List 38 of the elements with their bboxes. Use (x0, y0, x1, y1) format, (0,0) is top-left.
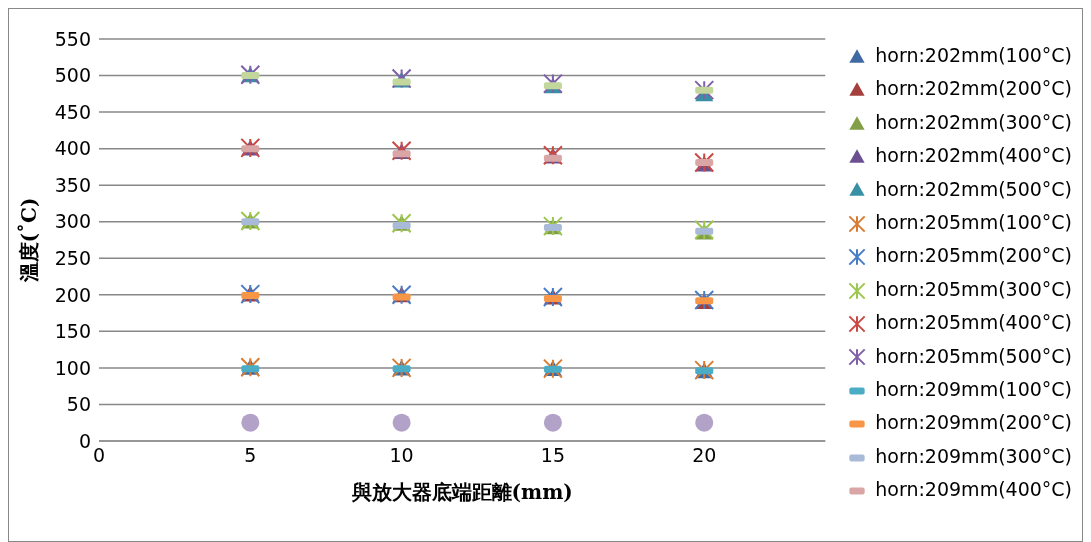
legend-label: horn:205mm(300°C) (875, 276, 1072, 302)
y-tick-label: 0 (78, 429, 91, 452)
legend-label: horn:209mm(200°C) (875, 410, 1072, 436)
x-axis-title: 與放大器底端距離(mm) (350, 480, 573, 504)
point (241, 413, 260, 432)
y-tick-label: 50 (66, 393, 91, 416)
y-tick-label: 400 (54, 137, 91, 160)
x-tick-label: 5 (244, 444, 257, 467)
legend-label: horn:209mm(400°C) (875, 477, 1072, 503)
y-tick-label: 250 (54, 247, 91, 270)
point (695, 413, 714, 432)
point (392, 413, 411, 432)
legend-label: horn:209mm(100°C) (875, 377, 1072, 403)
y-tick-label: 300 (54, 210, 91, 233)
point (694, 80, 715, 101)
y-tick-label: 350 (54, 173, 91, 196)
y-tick-label: 150 (54, 320, 91, 343)
y-tick-label: 200 (54, 283, 91, 306)
legend-label: horn:202mm(400°C) (875, 143, 1072, 169)
legend-label: horn:202mm(500°C) (875, 176, 1072, 202)
x-tick-label: 20 (692, 444, 717, 467)
legend-label: horn:205mm(100°C) (875, 210, 1072, 236)
legend-label: horn:205mm(400°C) (875, 310, 1072, 336)
x-tick-label: 10 (389, 444, 414, 467)
legend-label: horn:205mm(500°C) (875, 343, 1072, 369)
y-axis-title: 溫度(˚C) (17, 197, 42, 284)
legend-label: horn:202mm(200°C) (875, 76, 1072, 102)
legend-label: horn:202mm(300°C) (875, 109, 1072, 135)
y-tick-label: 100 (54, 356, 91, 379)
x-tick-label: 0 (92, 444, 106, 467)
legend-label: horn:209mm(300°C) (875, 443, 1072, 469)
legend-label: horn:205mm(200°C) (875, 243, 1072, 269)
point (543, 413, 562, 432)
y-tick-label: 550 (54, 27, 91, 50)
legend-label: horn:202mm(100°C) (875, 43, 1072, 68)
y-tick-label: 500 (54, 64, 91, 87)
y-tick-label: 450 (54, 100, 91, 123)
x-tick-label: 15 (540, 444, 566, 467)
